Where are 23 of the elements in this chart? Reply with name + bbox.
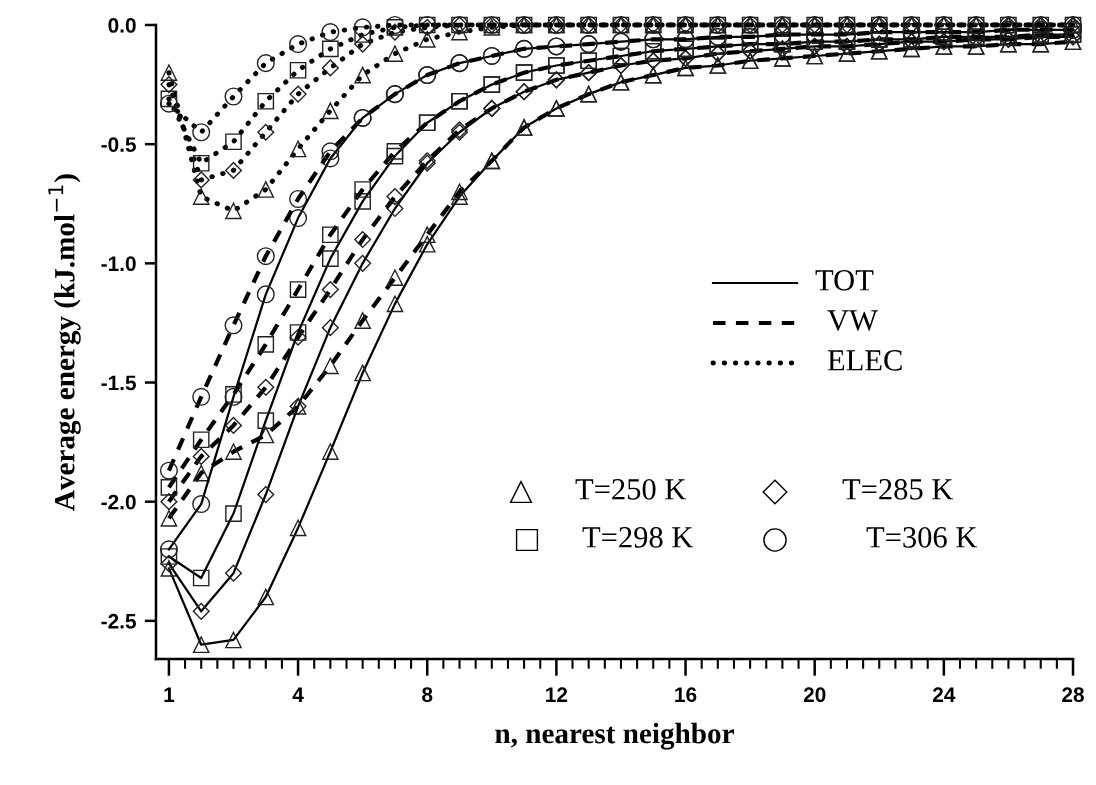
x-tick-label: 4 [292, 687, 304, 702]
annotation: T=298 K [582, 527, 694, 548]
annotation: T=250 K [575, 479, 687, 500]
y-tick-label: -1.5 [101, 375, 136, 391]
x-tick-label: 20 [803, 687, 826, 703]
annotation: T=285 K [842, 479, 954, 500]
y-tick-label: -1.0 [101, 256, 136, 272]
x-tick-label: 24 [932, 687, 956, 702]
x-axis-title: n, nearest neighbor [495, 722, 734, 750]
annotation: VW [827, 310, 878, 331]
y-tick-label: -2.5 [101, 613, 136, 629]
y-axis-title: Average energy (kJ.mol$^{−1}$) [48, 174, 81, 511]
annotation: T=306 K [866, 527, 978, 548]
x-tick-label: 1 [164, 687, 175, 702]
x-tick-label: 16 [675, 687, 697, 703]
y-tick-label: -2.0 [101, 494, 136, 510]
x-tick-label: 12 [546, 687, 568, 702]
y-tick-label: -0.5 [101, 137, 136, 152]
x-tick-label: 8 [422, 687, 433, 703]
x-tick-label: 28 [1062, 687, 1084, 703]
y-tick-label: 0.0 [108, 18, 136, 33]
annotation: TOT [815, 270, 874, 291]
annotation: ELEC [827, 350, 902, 371]
